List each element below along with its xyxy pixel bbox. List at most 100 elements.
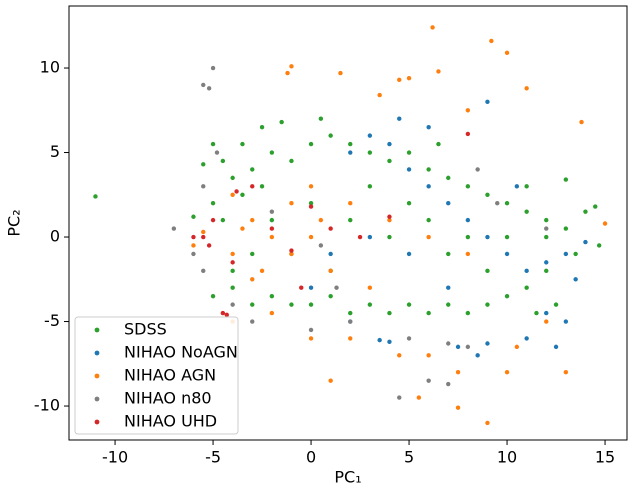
point xyxy=(387,234,392,240)
point xyxy=(289,251,294,257)
point xyxy=(230,192,235,197)
point xyxy=(201,229,206,235)
point xyxy=(573,277,578,282)
point xyxy=(455,405,461,410)
point xyxy=(191,214,196,219)
point xyxy=(563,226,569,231)
point xyxy=(446,251,451,257)
point xyxy=(250,217,255,223)
point xyxy=(191,234,196,240)
point xyxy=(328,251,333,257)
point xyxy=(446,381,451,387)
point xyxy=(455,344,461,350)
point xyxy=(348,336,353,341)
point xyxy=(210,65,216,71)
point xyxy=(446,285,451,290)
point xyxy=(475,353,480,358)
point xyxy=(426,124,431,130)
y-tick-label: -5 xyxy=(44,311,60,330)
point xyxy=(485,99,490,105)
point xyxy=(397,77,402,83)
point xyxy=(504,251,510,257)
point xyxy=(579,119,584,125)
y-tick-label: 0 xyxy=(50,227,60,246)
point xyxy=(524,268,529,274)
point xyxy=(250,277,255,282)
point xyxy=(504,201,510,206)
point xyxy=(348,201,353,206)
point xyxy=(377,337,382,343)
legend-label: NIHAO AGN xyxy=(124,366,216,385)
point xyxy=(485,341,490,346)
point xyxy=(220,217,226,223)
legend-box xyxy=(74,316,239,435)
point xyxy=(259,124,265,130)
point xyxy=(318,243,324,248)
point xyxy=(583,239,588,245)
point xyxy=(191,251,196,257)
point xyxy=(230,175,235,181)
x-tick-label: 10 xyxy=(497,448,517,467)
point xyxy=(367,133,373,138)
point xyxy=(544,260,549,265)
point xyxy=(514,184,520,189)
point xyxy=(397,353,402,358)
point xyxy=(357,234,363,240)
point xyxy=(210,141,216,147)
point xyxy=(289,64,294,69)
point xyxy=(602,221,608,226)
plot-area xyxy=(93,25,608,426)
point xyxy=(397,116,402,121)
point xyxy=(593,204,598,209)
point xyxy=(465,234,471,240)
point xyxy=(465,217,471,223)
point xyxy=(406,75,412,81)
point xyxy=(436,69,441,74)
point xyxy=(338,70,343,76)
point xyxy=(289,201,294,206)
point xyxy=(240,192,245,197)
point xyxy=(93,194,98,199)
point xyxy=(563,370,569,375)
point xyxy=(416,395,422,400)
point xyxy=(367,234,373,240)
point xyxy=(387,339,392,345)
point xyxy=(544,226,549,231)
point xyxy=(465,251,471,257)
point xyxy=(406,167,412,172)
y-tick-label: 5 xyxy=(50,142,60,161)
point xyxy=(465,131,471,137)
point xyxy=(377,92,382,98)
point xyxy=(495,201,500,206)
point xyxy=(269,150,275,155)
point xyxy=(308,327,314,333)
point xyxy=(489,38,494,44)
point xyxy=(206,86,212,91)
point xyxy=(446,175,451,181)
x-tick-label: 15 xyxy=(595,448,615,467)
point xyxy=(210,217,216,223)
point xyxy=(544,310,549,316)
point xyxy=(465,344,471,350)
point xyxy=(171,226,177,231)
point xyxy=(524,209,529,214)
point xyxy=(348,141,353,147)
x-axis-label: PC₁ xyxy=(334,468,361,487)
point xyxy=(436,141,441,147)
point xyxy=(504,50,510,56)
point xyxy=(220,158,226,164)
x-tick-label: -5 xyxy=(205,448,221,467)
point xyxy=(191,243,196,248)
point xyxy=(230,268,235,274)
point xyxy=(308,285,314,290)
point xyxy=(348,310,353,316)
point xyxy=(206,243,212,248)
point xyxy=(544,217,549,223)
point xyxy=(485,302,490,307)
point xyxy=(308,234,314,240)
point xyxy=(544,319,549,324)
point xyxy=(259,184,265,189)
point xyxy=(544,234,549,240)
point xyxy=(201,162,206,167)
